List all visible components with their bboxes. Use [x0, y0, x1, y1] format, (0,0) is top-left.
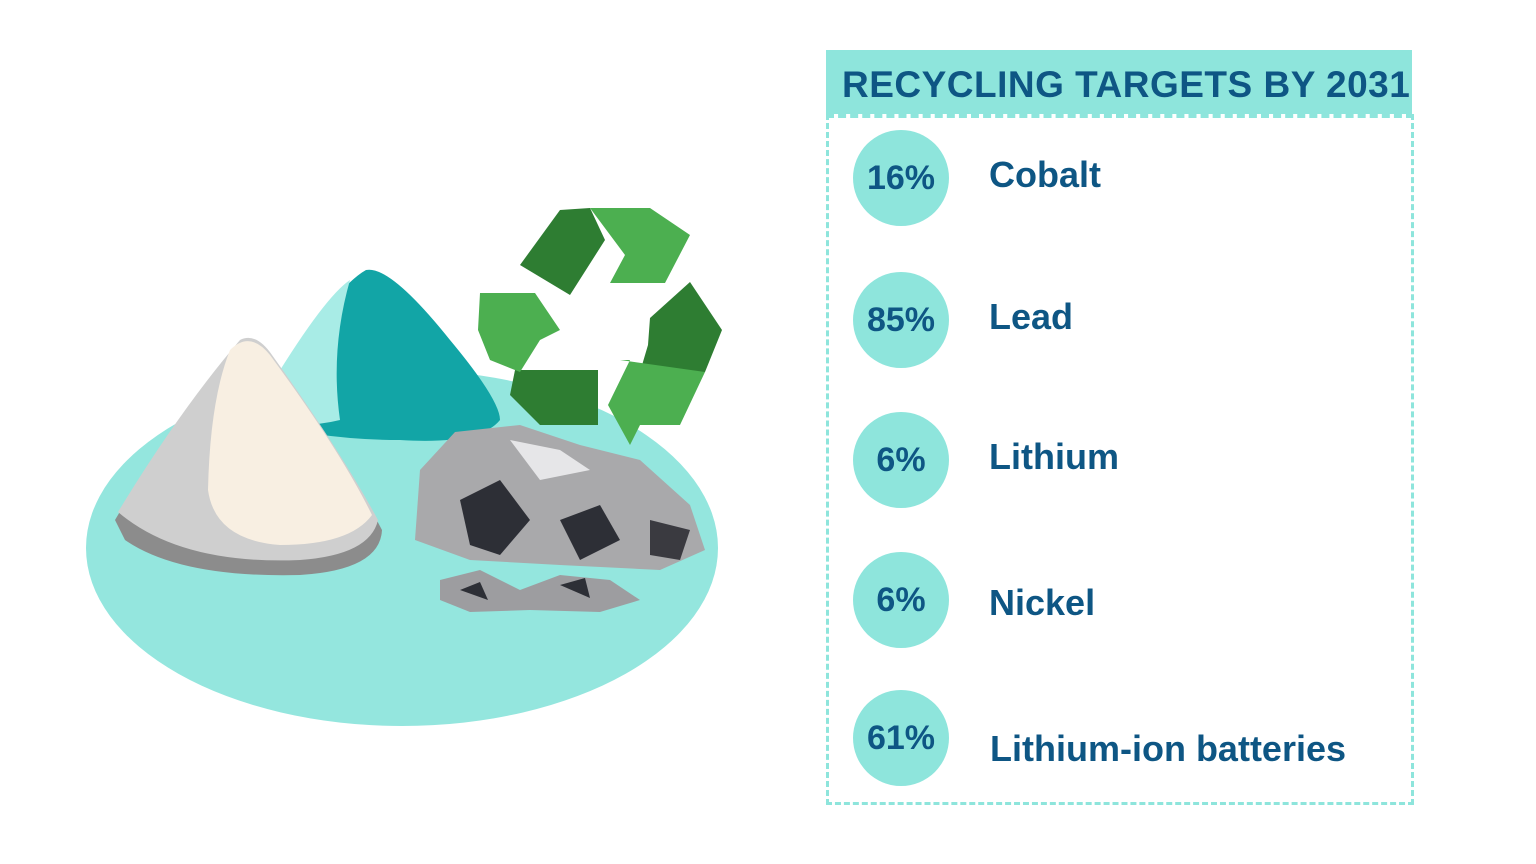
target-row-lithium-ion-batteries: 61% Lithium-ion batteries	[826, 690, 1412, 786]
rocks	[415, 425, 705, 612]
target-label: Nickel	[989, 582, 1096, 623]
percent-badge: 85%	[853, 272, 949, 368]
target-row-lead: 85% Lead	[826, 272, 1412, 368]
recycling-symbol-icon	[478, 208, 722, 445]
panel-title: RECYCLING TARGETS BY 2031	[842, 64, 1411, 105]
minerals-illustration	[86, 208, 722, 726]
target-label: Lithium-ion batteries	[990, 728, 1347, 769]
target-row-lithium: 6% Lithium	[826, 412, 1412, 508]
target-row-cobalt: 16% Cobalt	[826, 130, 1412, 226]
target-row-nickel: 6% Nickel	[826, 552, 1412, 648]
target-label: Lead	[989, 296, 1074, 337]
percent-badge: 6%	[853, 552, 949, 648]
target-label: Cobalt	[989, 154, 1101, 195]
percent-badge: 61%	[853, 690, 949, 786]
percent-badge: 6%	[853, 412, 949, 508]
percent-badge: 16%	[853, 130, 949, 226]
white-pile	[115, 337, 382, 576]
recycling-targets-panel: RECYCLING TARGETS BY 2031 16% Cobalt 85%…	[826, 50, 1414, 805]
target-label: Lithium	[989, 436, 1119, 477]
targets-list	[826, 114, 1414, 805]
panel-header: RECYCLING TARGETS BY 2031	[826, 50, 1412, 114]
